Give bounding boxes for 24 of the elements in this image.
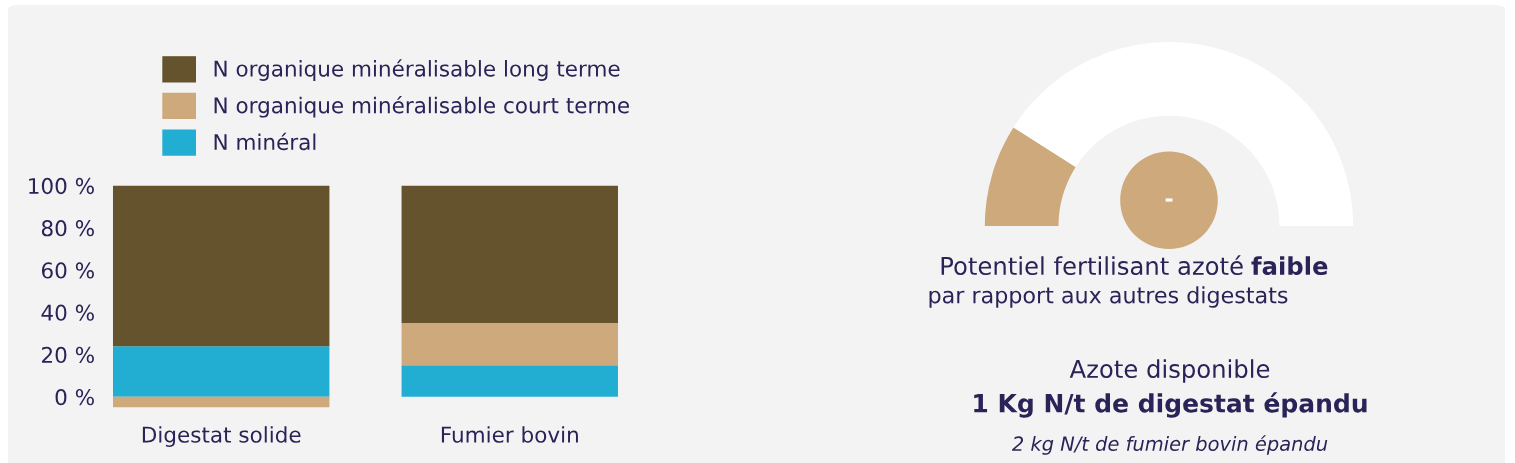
x-tick-label: Fumier bovin [441, 426, 578, 443]
y-tick-label: 20 % [42, 346, 94, 364]
x-tick-label: Digestat solide [142, 426, 301, 447]
text: faible [1251, 256, 1328, 276]
bar [112, 185, 330, 347]
text: Potentiel fertilisant azoté [941, 255, 1243, 276]
bar [112, 396, 330, 408]
legend-label: N organique minéralisable long terme [214, 59, 620, 81]
bar [112, 346, 330, 397]
text: - [1165, 198, 1173, 202]
legend-label: N minéral [214, 132, 316, 151]
y-tick-label: 0 % [55, 389, 94, 406]
bar [401, 365, 618, 397]
text: 1 Kg N/t de digestat épandu [974, 392, 1367, 418]
y-tick-label: 60 % [41, 262, 94, 279]
legend-label: N organique minéralisable court terme [214, 95, 629, 118]
bar [401, 322, 618, 366]
text: 2 kg N/t de fumier bovin épandu [1011, 435, 1328, 455]
text: Azote disponible [1069, 359, 1270, 383]
y-tick-label: 100 % [29, 177, 94, 195]
bar [401, 185, 618, 323]
text: par rapport aux autres digestats [929, 286, 1288, 308]
y-tick-label: 80 % [41, 220, 94, 237]
y-tick-label: 40 % [41, 304, 94, 321]
